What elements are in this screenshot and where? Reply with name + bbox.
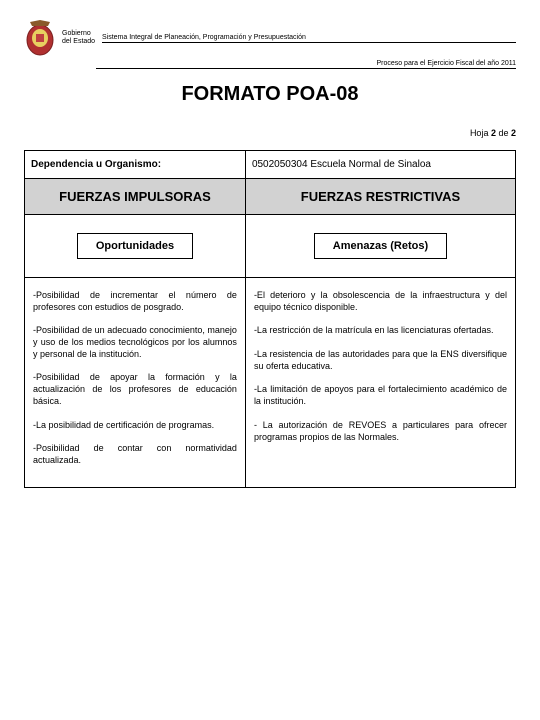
right-subheader-cell: Amenazas (Retos) xyxy=(245,215,515,278)
list-item: -La posibilidad de certificación de prog… xyxy=(33,420,237,432)
list-item: -La restricción de la matrícula en las l… xyxy=(254,325,507,337)
page-title: FORMATO POA-08 xyxy=(24,83,516,106)
subheader-row: Oportunidades Amenazas (Retos) xyxy=(25,215,516,278)
header-row: Gobierno del Estado Sistema Integral de … xyxy=(24,18,516,58)
state-seal-icon xyxy=(24,18,56,58)
dependency-value: 0502050304 Escuela Normal de Sinaloa xyxy=(245,151,515,179)
swot-table: Dependencia u Organismo: 0502050304 Escu… xyxy=(24,150,516,488)
threats-label: Amenazas (Retos) xyxy=(314,233,447,259)
content-row: -Posibilidad de incrementar el número de… xyxy=(25,278,516,488)
page-sep: de xyxy=(496,128,511,138)
page-prefix: Hoja xyxy=(470,128,491,138)
list-item: -El deterioro y la obsolescencia de la i… xyxy=(254,290,507,313)
threats-content: -El deterioro y la obsolescencia de la i… xyxy=(245,278,515,488)
list-item: -Posibilidad de apoyar la formación y la… xyxy=(33,372,237,407)
column-header-row: FUERZAS IMPULSORAS FUERZAS RESTRICTIVAS xyxy=(25,179,516,215)
page-total: 2 xyxy=(511,128,516,138)
gov-line2: del Estado xyxy=(62,38,96,46)
list-item: -Posibilidad de incrementar el número de… xyxy=(33,290,237,313)
opportunities-label: Oportunidades xyxy=(77,233,193,259)
gov-line1: Gobierno xyxy=(62,30,96,38)
dependency-row: Dependencia u Organismo: 0502050304 Escu… xyxy=(25,151,516,179)
government-label: Gobierno del Estado xyxy=(62,30,96,45)
left-column-header: FUERZAS IMPULSORAS xyxy=(25,179,246,215)
system-title: Sistema Integral de Planeación, Programa… xyxy=(102,34,516,43)
list-item: -Posibilidad de contar con normatividad … xyxy=(33,443,237,466)
opportunities-content: -Posibilidad de incrementar el número de… xyxy=(25,278,246,488)
list-item: -La resistencia de las autoridades para … xyxy=(254,349,507,372)
right-column-header: FUERZAS RESTRICTIVAS xyxy=(245,179,515,215)
list-item: -La limitación de apoyos para el fortale… xyxy=(254,384,507,407)
left-subheader-cell: Oportunidades xyxy=(25,215,246,278)
list-item: - La autorización de REVOES a particular… xyxy=(254,420,507,443)
pagination: Hoja 2 de 2 xyxy=(24,128,516,138)
list-item: -Posibilidad de un adecuado conocimiento… xyxy=(33,325,237,360)
process-line: Proceso para el Ejercicio Fiscal del año… xyxy=(96,60,516,69)
dependency-label: Dependencia u Organismo: xyxy=(25,151,246,179)
